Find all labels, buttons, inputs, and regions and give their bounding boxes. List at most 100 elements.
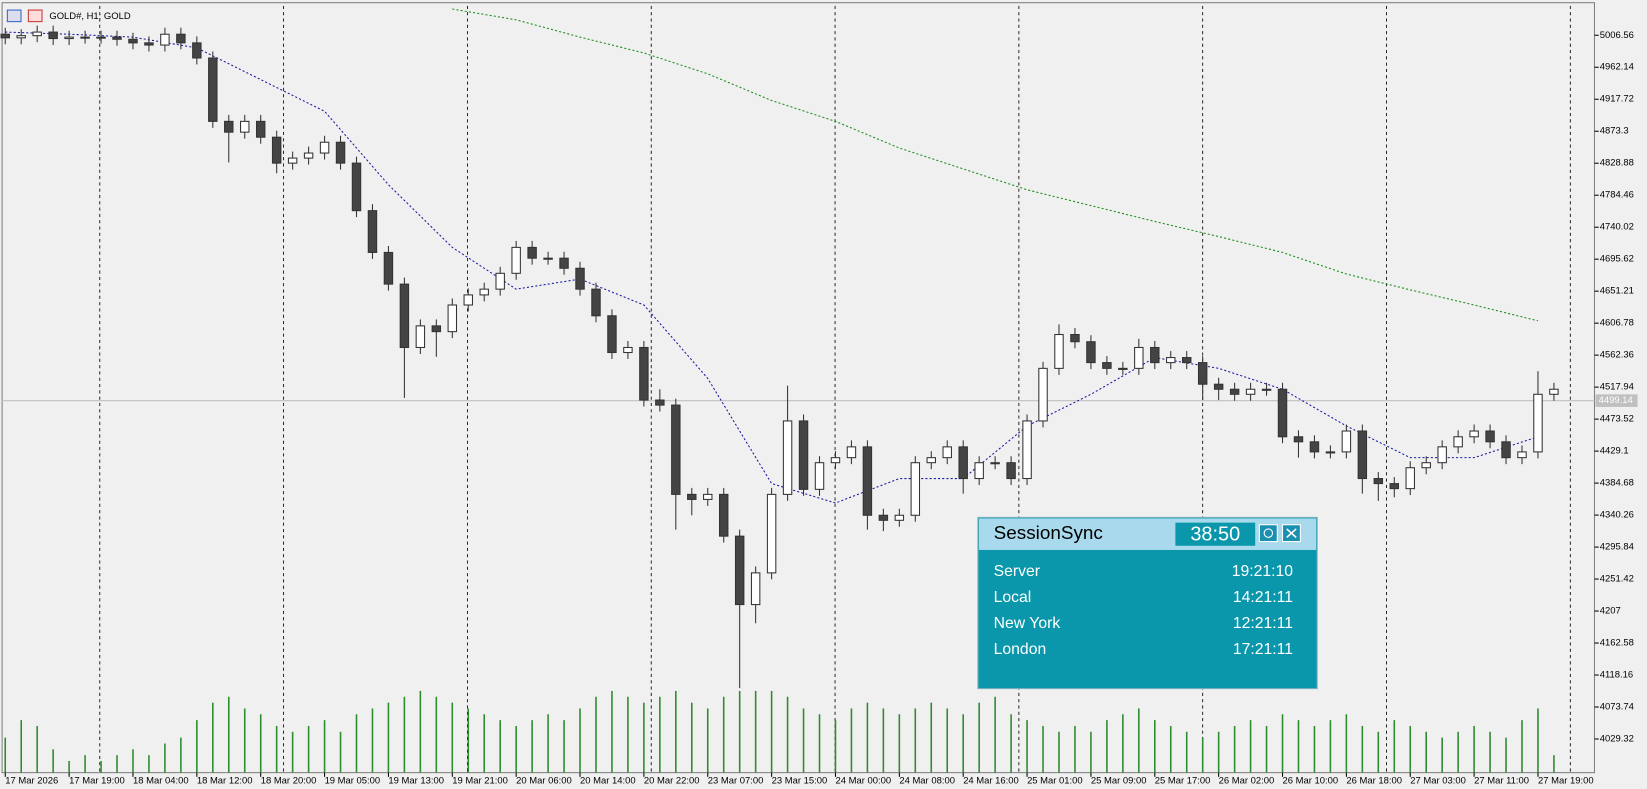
x-tick-label: 20 Mar 22:00 (644, 776, 700, 787)
close-icon (1286, 528, 1297, 538)
y-tick-label: 4340.26 (1600, 510, 1634, 521)
candle-body (0, 33, 10, 39)
candle-body (1309, 441, 1320, 453)
candle-body (1118, 367, 1128, 370)
timer: 38:50 (1190, 524, 1240, 546)
y-tick-label: 4562.36 (1600, 350, 1634, 361)
x-tick-label: 27 Mar 11:00 (1474, 776, 1529, 787)
candle-body (1134, 346, 1144, 369)
candle-body (655, 399, 665, 406)
candle-body (1501, 441, 1511, 459)
chart-icon[interactable] (27, 9, 43, 23)
candle-body (990, 462, 1000, 465)
candle-body (1054, 333, 1064, 369)
candle-body (1325, 451, 1336, 454)
y-tick-label: 4873.3 (1600, 126, 1629, 137)
x-tick-label: 19 Mar 21:00 (452, 776, 508, 787)
candle-body (687, 493, 697, 500)
settings-button[interactable] (1258, 524, 1278, 543)
candle-body (112, 36, 122, 40)
candle-body (766, 493, 777, 574)
candle-body (240, 120, 250, 133)
window-icon[interactable] (6, 9, 22, 23)
row-time: 12:21:11 (1233, 615, 1293, 632)
candle-body (830, 457, 841, 464)
candle-body (1469, 430, 1479, 438)
candle-body (1437, 446, 1447, 464)
candle-body (479, 288, 489, 296)
candle-body (415, 325, 426, 349)
candle-body (48, 31, 58, 40)
y-tick-label: 4295.84 (1600, 542, 1634, 553)
candle-body (1453, 436, 1463, 448)
candle-body (192, 42, 202, 59)
candle-body (271, 136, 282, 164)
x-tick-label: 18 Mar 20:00 (261, 776, 317, 787)
price-tag (1595, 394, 1638, 407)
y-tick-label: 4695.62 (1600, 254, 1634, 265)
candle-body (319, 141, 330, 154)
candle-body (1389, 483, 1400, 490)
timer-box (1175, 522, 1256, 546)
x-tick-label: 24 Mar 16:00 (963, 776, 1019, 787)
candle-body (1102, 362, 1112, 369)
candle-body (96, 36, 106, 39)
candle-body (894, 514, 905, 521)
candle-body (703, 493, 713, 500)
candle-body (303, 152, 314, 159)
y-tick-label: 4962.14 (1600, 62, 1634, 73)
candle-body (814, 462, 825, 490)
y-tick-label: 4207 (1600, 606, 1621, 617)
candle-body (176, 33, 186, 44)
session-panel: SessionSync 38:50 Server 19:21:10 Local 14:… (977, 516, 1318, 690)
candle-body (431, 325, 442, 333)
y-tick-label: 4073.74 (1600, 702, 1634, 713)
candle-body (910, 462, 921, 516)
x-tick-label: 19 Mar 05:00 (325, 776, 381, 787)
row-time: 17:21:11 (1233, 641, 1293, 658)
candle-body (527, 246, 537, 259)
y-tick-label: 4429.1 (1600, 446, 1629, 457)
x-tick-label: 18 Mar 04:00 (133, 776, 189, 787)
candle-body (543, 257, 553, 260)
candle-body (64, 36, 74, 40)
candle-body (511, 246, 521, 274)
symbol-label: GOLD#, H1: GOLD (49, 11, 130, 22)
candle-body (495, 272, 505, 290)
candle-body (463, 294, 473, 306)
y-tick-label: 4606.78 (1600, 318, 1634, 329)
y-tick-label: 4384.68 (1600, 478, 1634, 489)
candle-body (926, 457, 936, 464)
candle-body (1405, 467, 1415, 490)
candle-body (1022, 420, 1032, 480)
x-tick-label: 23 Mar 15:00 (772, 776, 828, 787)
x-tick-label: 24 Mar 08:00 (899, 776, 955, 787)
x-tick-label: 20 Mar 14:00 (580, 776, 636, 787)
candle-body (1086, 341, 1096, 364)
candle-body (32, 31, 42, 37)
candle-body (718, 493, 729, 537)
candle-body (1517, 451, 1527, 459)
candle-body (144, 42, 154, 46)
candle-body (1006, 462, 1016, 480)
x-tick-label: 18 Mar 12:00 (197, 776, 253, 787)
candle-body (1070, 333, 1080, 343)
candle-body (160, 33, 170, 46)
y-tick-label: 4828.88 (1600, 158, 1634, 169)
x-tick-label: 27 Mar 19:00 (1538, 776, 1594, 787)
candle-body (224, 120, 234, 133)
row-label: New York (994, 615, 1061, 632)
candle-body (1485, 430, 1495, 443)
candle-body (335, 141, 346, 164)
row-label: Server (994, 563, 1040, 580)
candle-body (1373, 478, 1384, 485)
row-label: London (994, 641, 1047, 658)
candle-body (208, 57, 218, 122)
candle-body (1181, 357, 1192, 364)
candle-body (958, 446, 968, 480)
x-tick-label: 25 Mar 01:00 (1027, 776, 1083, 787)
panel-title: SessionSync (994, 523, 1103, 544)
candle-body (750, 572, 761, 606)
y-tick-label: 4917.72 (1600, 94, 1634, 105)
